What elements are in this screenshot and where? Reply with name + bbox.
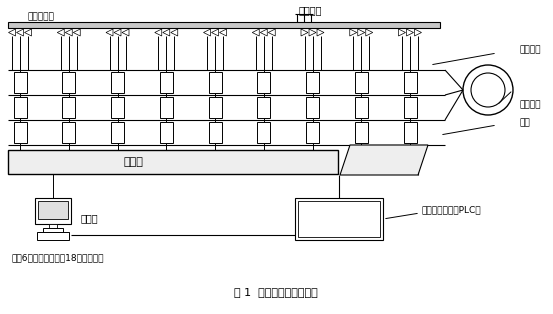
Polygon shape <box>58 29 64 36</box>
Bar <box>257 97 270 118</box>
Polygon shape <box>340 145 428 175</box>
Text: 工控机: 工控机 <box>81 213 98 223</box>
Bar <box>208 122 222 143</box>
Polygon shape <box>252 29 259 36</box>
Text: 光纤: 光纤 <box>520 118 531 127</box>
Polygon shape <box>260 29 267 36</box>
Text: 移相变压器: 移相变压器 <box>28 13 55 21</box>
Bar <box>49 224 57 228</box>
Polygon shape <box>406 29 414 36</box>
Polygon shape <box>211 29 218 36</box>
Bar <box>111 122 124 143</box>
Text: 三相电网: 三相电网 <box>298 5 322 15</box>
Bar <box>208 97 222 118</box>
Text: 可编程控制器（PLC）: 可编程控制器（PLC） <box>422 205 482 214</box>
Polygon shape <box>301 29 308 36</box>
Bar <box>208 72 222 93</box>
Bar <box>37 232 69 240</box>
Polygon shape <box>268 29 275 36</box>
Bar <box>298 201 380 237</box>
Bar <box>306 97 319 118</box>
Bar <box>404 97 416 118</box>
Polygon shape <box>24 29 32 36</box>
Bar <box>111 72 124 93</box>
Polygon shape <box>73 29 80 36</box>
Polygon shape <box>220 29 227 36</box>
Bar <box>404 72 416 93</box>
Polygon shape <box>122 29 129 36</box>
Polygon shape <box>317 29 324 36</box>
Bar <box>355 97 368 118</box>
Bar <box>62 122 75 143</box>
Text: 功率单元: 功率单元 <box>520 46 541 55</box>
Bar <box>62 97 75 118</box>
Polygon shape <box>349 29 357 36</box>
Text: 每相6个功率单元，共18个功率单元: 每相6个功率单元，共18个功率单元 <box>12 253 105 263</box>
Bar <box>355 122 368 143</box>
Bar <box>13 97 27 118</box>
Text: 异步电机: 异步电机 <box>520 100 541 110</box>
Polygon shape <box>204 29 211 36</box>
Bar <box>257 122 270 143</box>
Polygon shape <box>106 29 113 36</box>
Text: 控制器: 控制器 <box>123 157 143 167</box>
Bar <box>43 228 63 232</box>
Text: 独立控制电源: 独立控制电源 <box>369 155 399 165</box>
Bar <box>160 97 173 118</box>
Polygon shape <box>171 29 178 36</box>
Polygon shape <box>155 29 161 36</box>
Bar <box>306 122 319 143</box>
Text: 图 1  变频调速系统的结构: 图 1 变频调速系统的结构 <box>234 287 318 297</box>
Polygon shape <box>415 29 421 36</box>
Bar <box>38 201 68 219</box>
Polygon shape <box>65 29 72 36</box>
Bar <box>295 198 383 240</box>
Bar <box>257 72 270 93</box>
Bar <box>355 72 368 93</box>
Polygon shape <box>309 29 316 36</box>
Bar <box>306 72 319 93</box>
Polygon shape <box>358 29 365 36</box>
Bar <box>8 150 338 174</box>
Polygon shape <box>8 29 15 36</box>
Bar <box>404 122 416 143</box>
Bar <box>35 198 71 224</box>
Bar <box>62 72 75 93</box>
Bar <box>13 122 27 143</box>
Polygon shape <box>163 29 170 36</box>
Bar <box>160 72 173 93</box>
Polygon shape <box>114 29 121 36</box>
Polygon shape <box>17 29 23 36</box>
Bar <box>8 22 440 28</box>
Bar <box>111 97 124 118</box>
Bar <box>13 72 27 93</box>
Bar <box>160 122 173 143</box>
Polygon shape <box>366 29 373 36</box>
Polygon shape <box>399 29 405 36</box>
